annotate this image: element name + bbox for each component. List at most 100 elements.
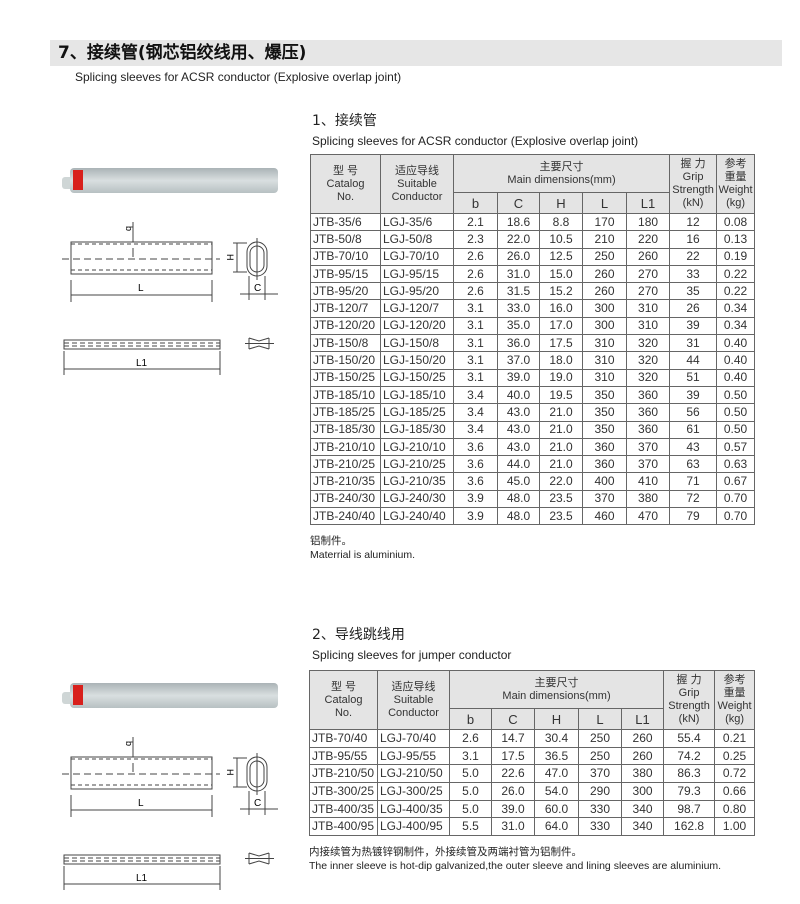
table-cell: JTB-35/6 <box>310 212 381 232</box>
table-cell: 35 <box>669 282 718 301</box>
table-cell: JTB-210/25 <box>310 455 381 474</box>
table-cell: 3.6 <box>453 437 498 457</box>
table-cell: 0.40 <box>716 368 756 387</box>
table-cell: LGJ-70/40 <box>377 729 450 748</box>
table-cell: 43.0 <box>497 403 540 422</box>
table-cell: 48.0 <box>497 489 540 509</box>
header-c: C <box>497 192 540 214</box>
table-cell: 0.22 <box>716 264 756 284</box>
table-cell: 31.0 <box>491 817 535 837</box>
page-subtitle: Splicing sleeves for ACSR conductor (Exp… <box>75 70 402 84</box>
table-cell: 310 <box>582 351 627 370</box>
table-cell: 3.4 <box>453 420 498 439</box>
table-cell: 17.5 <box>491 746 535 766</box>
table-cell: 47.0 <box>534 764 579 784</box>
table-cell: 0.80 <box>714 799 756 819</box>
label-l1: L1 <box>136 358 148 369</box>
table-cell: LGJ-185/25 <box>380 403 454 422</box>
page-title: 7、接续管(钢芯铝绞线用、爆压) <box>58 43 307 63</box>
table-cell: JTB-185/10 <box>310 385 381 405</box>
table-cell: 310 <box>625 299 671 318</box>
table-cell: 330 <box>578 817 622 837</box>
table-cell: 0.63 <box>716 455 756 474</box>
table-cell: LGJ-210/35 <box>380 472 454 491</box>
table-cell: 0.50 <box>716 403 756 422</box>
table-cell: 79 <box>669 507 718 526</box>
table-cell: 61 <box>669 420 718 439</box>
table-cell: 43.0 <box>497 420 540 439</box>
label-l1: L1 <box>136 873 148 884</box>
table-cell: 17.0 <box>539 316 583 336</box>
table-row: JTB-50/8 LGJ-50/8 2.3 22.0 10.5 210 220 16 0.13 <box>310 230 756 249</box>
table-cell: 320 <box>625 351 671 370</box>
header-grip: 握 力 Grip Strength (kN) <box>669 154 718 214</box>
table-cell: 45.0 <box>497 472 540 491</box>
title-bar <box>50 40 782 66</box>
table-cell: 55.4 <box>663 729 716 748</box>
table-cell: 48.0 <box>497 507 540 526</box>
table-row: JTB-185/10 LGJ-185/10 3.4 40.0 19.5 350 360 39 0… <box>310 385 756 405</box>
table-cell: 360 <box>582 437 627 457</box>
table-cell: 460 <box>582 507 627 526</box>
table-cell: 5.5 <box>449 817 492 837</box>
table-cell: 0.13 <box>716 230 756 249</box>
table-cell: 5.0 <box>449 799 492 819</box>
header-dimensions: 主要尺寸 Main dimensions(mm) <box>452 154 671 193</box>
header-weight: 参考 重量 Weight (kg) <box>716 154 756 214</box>
table-cell: 2.6 <box>453 264 498 284</box>
header-conductor: 适应导线 Suitable Conductor <box>377 670 450 730</box>
table-cell: 8.8 <box>539 212 583 232</box>
label-c: C <box>254 283 261 294</box>
table-cell: 51 <box>669 368 718 387</box>
table-cell: 0.67 <box>716 472 756 491</box>
table-cell: JTB-400/35 <box>309 799 378 819</box>
header-dimensions: 主要尺寸 Main dimensions(mm) <box>448 670 665 709</box>
table-cell: 18.6 <box>497 212 540 232</box>
table-cell: 2.6 <box>453 282 498 301</box>
table-cell: JTB-50/8 <box>310 230 381 249</box>
table-cell: 37.0 <box>497 351 540 370</box>
table-cell: 170 <box>582 212 627 232</box>
table-cell: 310 <box>582 334 627 353</box>
table-cell: 360 <box>582 455 627 474</box>
section1-note-en: Materrial is aluminium. <box>310 549 416 562</box>
table-cell: 21.0 <box>539 403 583 422</box>
table-cell: JTB-95/15 <box>310 264 381 284</box>
table-cell: 64.0 <box>534 817 579 837</box>
section2-note-cn: 内接续管为热镀锌钢制件，外接续管及两端衬管为铝制件。 <box>309 846 582 859</box>
table-cell: 310 <box>625 316 671 336</box>
table-cell: 22.0 <box>539 472 583 491</box>
table-cell: 31.0 <box>497 264 540 284</box>
table-cell: 12.5 <box>539 247 583 266</box>
header-l: L <box>582 192 627 214</box>
table-cell: LGJ-120/7 <box>380 299 454 318</box>
table-cell: 3.1 <box>449 746 492 766</box>
table-cell: 3.9 <box>453 507 498 526</box>
table-cell: 250 <box>578 729 622 748</box>
table-row: JTB-300/25 LGJ-300/25 5.0 26.0 54.0 290 300 79.… <box>309 782 756 801</box>
table-cell: 3.9 <box>453 489 498 509</box>
table-cell: 16.0 <box>539 299 583 318</box>
table-cell: 3.1 <box>453 299 498 318</box>
table-cell: JTB-185/25 <box>310 403 381 422</box>
table-row: JTB-95/15 LGJ-95/15 2.6 31.0 15.0 260 270 33 0.2… <box>310 264 756 284</box>
table-cell: JTB-150/8 <box>310 334 381 353</box>
table-cell: JTB-150/20 <box>310 351 381 370</box>
header-c: C <box>491 708 535 730</box>
table-cell: 3.1 <box>453 334 498 353</box>
table-cell: 260 <box>625 247 671 266</box>
table-cell: 23.5 <box>539 489 583 509</box>
table-cell: 162.8 <box>663 817 716 837</box>
table-cell: 370 <box>625 437 671 457</box>
table-cell: JTB-240/40 <box>310 507 381 526</box>
table-cell: LGJ-95/55 <box>377 746 450 766</box>
section1-notes: 铝制件。 Materrial is aluminium. <box>310 534 770 562</box>
table-cell: 43 <box>669 437 718 457</box>
sleeve-drawing: b H L C L1 <box>62 168 278 375</box>
table-cell: 290 <box>578 782 622 801</box>
table-cell: JTB-240/30 <box>310 489 381 509</box>
table-cell: 0.40 <box>716 351 756 370</box>
table-cell: 0.40 <box>716 334 756 353</box>
table-cell: 360 <box>625 420 671 439</box>
table-cell: 12 <box>669 212 718 232</box>
